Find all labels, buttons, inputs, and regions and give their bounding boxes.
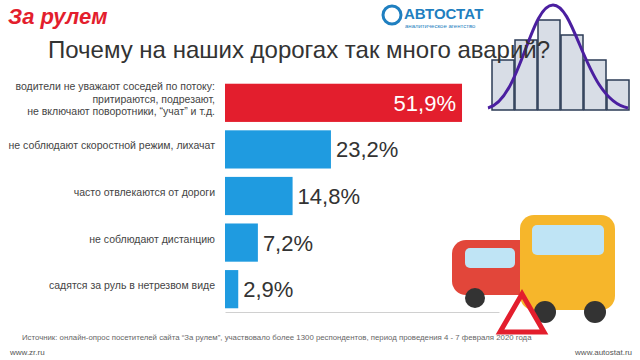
data-label: 23,2% [336, 137, 398, 162]
category-label: не соблюдают скоростной режим, лихачат [9, 139, 216, 151]
category-label: часто отвлекаются от дороги [74, 186, 215, 198]
y-axis: водители не уважают соседей по потоку:пр… [9, 80, 226, 312]
y-tick: водители не уважают соседей по потоку:пр… [16, 80, 225, 117]
category-label: садятся за руль в нетрезвом виде [49, 279, 215, 291]
y-axis-line [225, 81, 226, 313]
title: Почему на наших дорогах так много аварий… [48, 36, 550, 63]
y-tick: садятся за руль в нетрезвом виде [49, 279, 225, 291]
x-axis-line [226, 312, 500, 313]
url-left: www.zr.ru [9, 348, 45, 357]
category-label: не соблюдают дистанцию [89, 233, 215, 245]
agency-logo-mark [383, 6, 401, 24]
category-label: водители не уважают соседей по потоку:пр… [16, 80, 215, 117]
van-wheel [584, 301, 606, 323]
chart: За рулем АВТОСТАТаналитическое агентство И… [0, 0, 640, 360]
warning-triangle [500, 294, 544, 332]
y-tick: не соблюдают дистанцию [89, 233, 225, 245]
source-note: Источник: онлайн-опрос посетителей сайта… [22, 333, 532, 342]
van-window [532, 225, 604, 255]
bar [225, 223, 258, 261]
crash-illustration [452, 215, 615, 332]
data-label: 51,9% [394, 91, 456, 116]
car-wheel [465, 288, 485, 308]
data-label: 7,2% [263, 231, 313, 256]
logo: За рулем [8, 4, 108, 29]
category-label-line: не соблюдают скоростной режим, лихачат [9, 139, 216, 151]
category-label-line: водители не уважают соседей по потоку: [16, 80, 215, 92]
bar [225, 270, 238, 308]
category-label-line: часто отвлекаются от дороги [74, 186, 215, 198]
y-tick: часто отвлекаются от дороги [74, 186, 225, 198]
bar [225, 177, 293, 215]
car-window [465, 248, 515, 268]
icon-bar [538, 20, 560, 110]
category-label-line: не включают поворотники, “учат” и т.д. [27, 105, 215, 117]
url-right: www.autostat.ru [574, 348, 632, 357]
icon-bar [584, 60, 606, 110]
category-label-line: садятся за руль в нетрезвом виде [49, 279, 215, 291]
data-label: 14,8% [298, 184, 360, 209]
van-body [520, 215, 615, 310]
agency-logo: АВТОСТАТ [404, 5, 483, 22]
x-axis [226, 312, 500, 313]
data-label: 2,9% [243, 277, 293, 302]
y-tick: не соблюдают скоростной режим, лихачат [9, 139, 226, 151]
data-labels: 51,9% 23,2% 14,8% 7,2% 2,9% [243, 91, 456, 302]
agency-subtitle: аналитическое агентство [405, 23, 476, 29]
bar [225, 130, 331, 168]
bars [225, 84, 462, 309]
category-label-line: притираются, подрезают, [92, 93, 215, 105]
category-label-line: не соблюдают дистанцию [89, 233, 215, 245]
bar [225, 84, 462, 122]
